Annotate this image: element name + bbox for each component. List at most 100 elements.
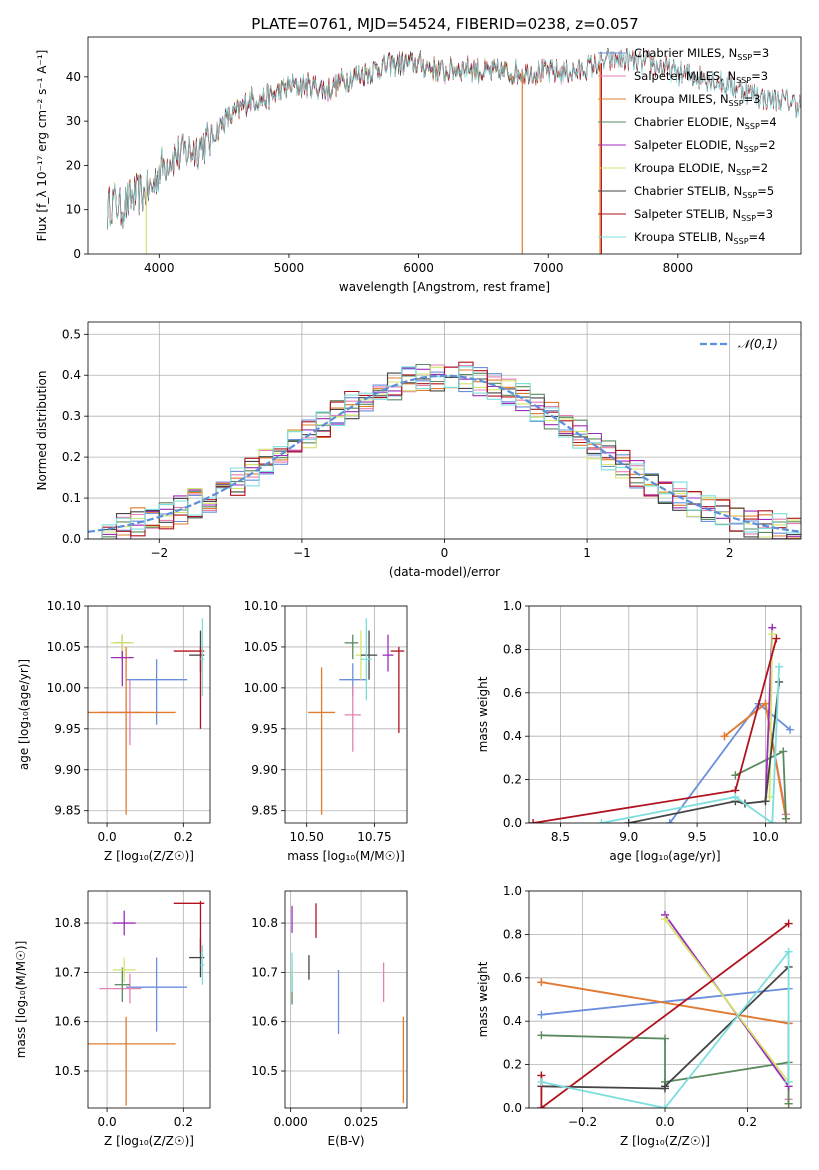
y-tick-label: 0.2 xyxy=(503,1058,522,1072)
y-tick-label: 10.8 xyxy=(54,916,81,930)
y-tick-label: 0.6 xyxy=(503,971,522,985)
legend-label: Kroupa STELIB, NSSP=4 xyxy=(634,230,765,246)
weight-marker xyxy=(786,725,795,734)
chart-weight_vs_age: 8.5 9.0 9.5 10.0 0.0 0.2 0.4 0.6 0.8 1.0 age [log₁… xyxy=(476,599,802,863)
x-axis-label: E(B-V) xyxy=(327,1134,364,1148)
x-tick-label: −1 xyxy=(293,546,311,560)
y-tick-label: 0.0 xyxy=(62,532,81,546)
x-tick-label: 0.0 xyxy=(98,1115,117,1129)
weight-marker xyxy=(772,634,781,643)
x-tick-label: 0.025 xyxy=(344,1115,378,1129)
y-tick-label: 10.7 xyxy=(251,965,278,979)
y-tick-label: 0.4 xyxy=(503,729,522,743)
x-tick-label: 4000 xyxy=(144,261,175,275)
axes-frame xyxy=(284,605,408,824)
y-tick-label: 0.0 xyxy=(503,816,522,830)
y-axis-label: mass weight xyxy=(476,676,490,752)
spectrum-line xyxy=(107,48,801,230)
legend-label: 𝒩(0,1) xyxy=(738,337,778,351)
errorbar-point xyxy=(390,646,405,733)
x-axis-label: age [log₁₀(age/yr)] xyxy=(609,849,720,863)
errorbar-point xyxy=(200,945,205,985)
y-tick-label: 0.8 xyxy=(503,642,522,656)
y-tick-label: 10.05 xyxy=(47,640,81,654)
legend-value: =2 xyxy=(759,138,776,152)
spectrum-line xyxy=(107,50,523,230)
weight-marker xyxy=(661,1104,669,1108)
chart-age_vs_mass: 10.50 10.75 9.85 9.90 9.95 10.00 10.05 10.10 mas… xyxy=(244,599,408,863)
x-tick-label: 10.50 xyxy=(290,830,324,844)
y-tick-label: 9.90 xyxy=(251,763,278,777)
x-tick-label: 9.5 xyxy=(688,830,707,844)
legend-label: Kroupa ELODIE, NSSP=2 xyxy=(634,161,768,177)
weight-line xyxy=(669,702,791,823)
chart-age_vs_Z: 0.0 0.2 9.85 9.90 9.95 10.00 10.05 10.10 Z [log₁… xyxy=(17,599,211,863)
spectrum-line xyxy=(107,51,523,230)
legend-subscript: SSP xyxy=(736,168,751,177)
errorbar-point xyxy=(112,957,136,983)
errorbar-point xyxy=(126,659,188,725)
errorbar-point xyxy=(88,1016,176,1106)
plot-area xyxy=(88,361,801,539)
x-axis-label: wavelength [Angstrom, rest frame] xyxy=(339,280,550,294)
y-tick-label: 9.85 xyxy=(54,804,81,818)
errorbar-point xyxy=(126,957,188,1032)
weight-marker xyxy=(761,797,770,806)
legend-value: =4 xyxy=(749,230,766,244)
weight-marker xyxy=(781,814,790,823)
weight-marker xyxy=(768,819,777,823)
x-tick-label: 0.2 xyxy=(174,1115,193,1129)
weight-marker xyxy=(537,1077,546,1086)
legend-value: =2 xyxy=(751,161,768,175)
x-tick-label: 9.0 xyxy=(619,830,638,844)
y-tick-label: 0.0 xyxy=(503,1101,522,1115)
weight-line xyxy=(601,666,780,823)
errorbar-point xyxy=(173,900,205,953)
weight-marker xyxy=(597,819,606,823)
y-tick-label: 10.8 xyxy=(251,916,278,930)
y-tick-label: 9.95 xyxy=(54,722,81,736)
legend-subscript: SSP xyxy=(745,122,760,131)
legend-subscript: SSP xyxy=(741,214,756,223)
x-axis-label: (data-model)/error xyxy=(389,565,500,579)
y-tick-label: 30 xyxy=(66,114,81,128)
weight-marker xyxy=(537,1031,546,1040)
x-tick-label: 10.0 xyxy=(752,830,779,844)
y-axis-label: mass weight xyxy=(476,961,490,1037)
weight-series xyxy=(537,947,793,1108)
x-tick-label: 7000 xyxy=(533,261,564,275)
errorbar-point xyxy=(308,667,336,815)
y-tick-label: 10.7 xyxy=(54,965,81,979)
errorbar-point xyxy=(344,686,361,752)
y-tick-label: 10.5 xyxy=(251,1064,278,1078)
plot-area xyxy=(537,910,793,1108)
legend-value: =4 xyxy=(760,115,777,129)
errorbar-point xyxy=(360,630,378,680)
weight-marker xyxy=(624,819,633,823)
y-tick-label: 40 xyxy=(66,70,81,84)
y-axis-label: Normed distribution xyxy=(35,371,49,491)
weight-marker xyxy=(661,1082,669,1091)
y-tick-label: 9.85 xyxy=(251,804,278,818)
chart-mass_vs_EBV: 0.000 0.025 10.5 10.6 10.7 10.8 E(B-V) xyxy=(251,890,408,1148)
weight-line xyxy=(540,922,790,1108)
legend-subscript: SSP xyxy=(736,76,751,85)
y-tick-label: 10.6 xyxy=(54,1015,81,1029)
weight-line xyxy=(541,987,789,1016)
spectrum-legend: Chabrier MILES, NSSP=3 Salpeter MILES, NS… xyxy=(598,46,777,246)
weight-series xyxy=(529,634,781,823)
errorbar-point xyxy=(360,618,372,701)
legend-label: Salpeter STELIB, NSSP=3 xyxy=(634,207,773,223)
x-tick-label: 5000 xyxy=(274,261,305,275)
y-tick-label: 0.4 xyxy=(62,368,81,382)
legend-subscript: SSP xyxy=(737,53,752,62)
y-tick-label: 10.00 xyxy=(47,681,81,695)
x-tick-label: 8.5 xyxy=(551,830,570,844)
y-tick-label: 9.95 xyxy=(251,722,278,736)
axes-frame xyxy=(87,36,802,255)
legend-subscript: SSP xyxy=(729,99,744,108)
y-tick-label: 0 xyxy=(73,247,81,261)
y-tick-label: 0.6 xyxy=(503,686,522,700)
weight-marker xyxy=(661,1034,669,1043)
